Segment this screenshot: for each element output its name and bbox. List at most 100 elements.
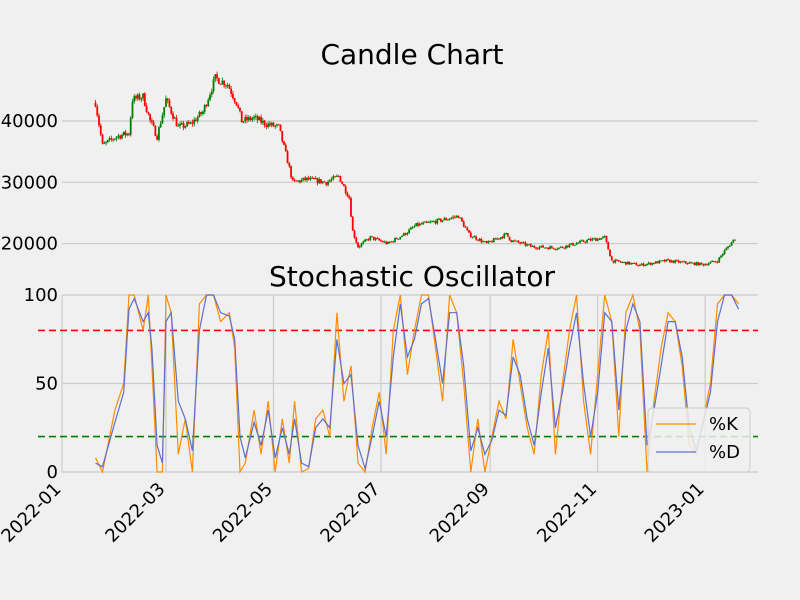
candle-up [163,107,166,116]
candle-up [300,179,303,183]
candle-up [728,245,731,247]
candle-down [351,216,354,231]
candle-down [232,93,234,99]
candle-down [323,181,326,183]
candle-down [649,262,652,265]
candle-down [145,105,148,113]
candle-down [563,247,566,249]
candle-up [202,111,204,114]
candle-down [355,237,358,243]
candle-up [306,177,308,181]
candle-up [570,243,573,245]
candle-down [566,245,569,248]
candle-up [214,74,217,80]
candle-down [291,177,294,180]
candle-down [350,198,352,217]
candle-up [258,117,261,121]
candle-down [307,177,310,180]
candle-up [492,238,495,243]
candle-down [290,166,292,178]
candle-down [522,242,525,244]
candle-down [624,261,627,265]
candle-up [121,134,123,139]
candle-down [513,240,516,242]
candle-down [175,117,178,127]
candle-up [131,101,134,118]
candle-up [411,227,414,229]
candle-up [387,242,389,244]
candle-down [672,260,675,263]
candle-down [454,216,456,218]
candle-down [112,139,114,141]
candle-down [714,261,717,263]
oscillator-title: Stochastic Oscillator [269,260,555,293]
candle-down [663,260,666,262]
candle-up [117,135,120,137]
candle-up [415,223,418,227]
candle-down [293,179,296,181]
candle-down [693,262,696,266]
candle-up [658,260,661,264]
candle-up [499,237,502,239]
candle-up [531,245,534,247]
candle-down [295,180,298,182]
candle-down [616,259,618,261]
candle-up [557,247,560,249]
candle-up [707,263,710,265]
candle-down [371,236,374,238]
candle-up [528,244,530,246]
candle-up [179,123,181,126]
candle-down [279,124,282,131]
candle-down [94,102,97,107]
candle-down [517,240,520,243]
oscillator-y-axis: 0 50 100 [24,285,58,483]
candle-up [593,238,596,240]
candle-down [476,239,479,241]
candle-down [653,262,655,264]
candle-down [288,163,291,167]
candle-up [471,237,474,239]
oscillator-y-tick-label: 0 [47,462,58,483]
candle-up [723,250,726,255]
candle-down [519,242,522,244]
candle-up [647,262,650,264]
candle-down [385,241,388,244]
candle-down [149,113,152,121]
candle-down [372,236,375,240]
candle-up [401,235,403,237]
candle-up [540,245,543,247]
candle-up [314,178,317,180]
candle-up [330,179,333,181]
candle-up [193,119,196,124]
candle-down [353,230,356,238]
candle-down [135,96,137,99]
candle-down [706,264,708,266]
candle-down [260,117,263,123]
candle-up [365,239,368,241]
candle-up [209,94,211,100]
candle-down [612,260,615,263]
candle-down [589,238,592,241]
candle-down [128,133,130,135]
candle-down [378,238,381,241]
candle-down [265,125,268,127]
candle-chart-title: Candle Chart [320,38,503,71]
candle-up [543,247,546,249]
candle-up [198,111,201,118]
candle-up [623,261,625,263]
candle-up [718,257,721,263]
candle-down [605,236,608,243]
candle-down [468,230,470,233]
candle-down [166,98,169,101]
candle-up [328,180,331,182]
candle-up [603,236,606,238]
candle-down [263,120,266,126]
candle-up [103,143,106,145]
candle-down [320,179,322,184]
candle-up [422,222,425,225]
candle-down [550,246,553,248]
candle-down [545,247,548,249]
candle-up [732,239,735,243]
candle-up [704,264,707,266]
